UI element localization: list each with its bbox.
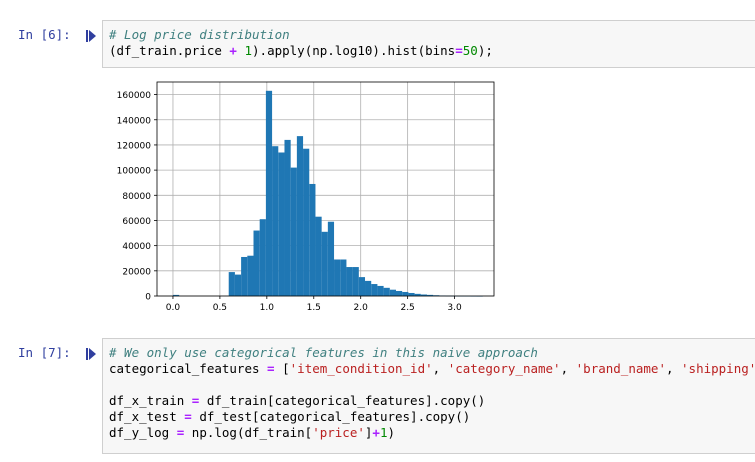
cell-7-prompt: In [7]:	[18, 345, 71, 360]
chart-bars	[172, 90, 483, 297]
code-token: ]	[364, 425, 373, 440]
histogram-bar	[371, 284, 378, 296]
y-tick-label: 0	[145, 293, 151, 303]
code-string: 'brand_name'	[575, 361, 666, 376]
histogram-bar	[315, 216, 322, 296]
histogram-bar	[389, 289, 396, 296]
histogram-bar	[340, 259, 347, 296]
histogram-bar	[309, 183, 316, 296]
code-string: 'shipping'	[681, 361, 755, 376]
y-tick-label: 140000	[117, 116, 152, 126]
code-token: df_x_test	[109, 409, 185, 424]
x-tick-label: 2.5	[400, 303, 414, 312]
histogram-bar	[172, 294, 180, 296]
run-cell-icon[interactable]	[86, 348, 96, 360]
histogram-bar	[365, 280, 372, 296]
histogram-bar	[420, 294, 427, 296]
histogram-bar	[234, 274, 242, 296]
cell-6-code[interactable]: # Log price distribution (df_train.price …	[102, 20, 755, 68]
x-tick-label: 0.0	[166, 303, 181, 312]
histogram-bar	[241, 256, 248, 296]
code-token: ,	[560, 361, 576, 376]
code-operator: =	[455, 43, 463, 58]
y-tick-label: 80000	[122, 192, 151, 202]
x-tick-label: 3.0	[447, 303, 462, 312]
histogram-bar	[290, 167, 297, 296]
histogram-bar	[358, 277, 366, 296]
code-string: 'category_name'	[447, 361, 561, 376]
histogram-bar	[259, 219, 266, 296]
histogram-bar	[414, 293, 421, 296]
code-token: )	[387, 425, 396, 440]
code-string: 'price'	[312, 425, 365, 440]
histogram-chart: 0 20000 40000 60000 80000 100000 120000 140000 1…	[117, 81, 495, 313]
x-tick-label: 1.5	[307, 303, 321, 312]
code-token: );	[477, 43, 493, 58]
code-comment: # Log price distribution	[109, 27, 290, 42]
code-operator: =	[191, 393, 200, 408]
histogram-bar	[346, 267, 353, 296]
run-cell-icon[interactable]	[86, 30, 96, 42]
chart-ticks: 0 20000 40000 60000 80000 100000 120000 140000 1…	[117, 91, 462, 313]
histogram-bar	[247, 255, 254, 296]
code-token: [	[274, 361, 290, 376]
y-tick-label: 60000	[122, 217, 151, 227]
code-operator: =	[267, 361, 275, 376]
y-tick-label: 120000	[117, 141, 152, 151]
code-token: ,	[432, 361, 448, 376]
chart-axes	[156, 81, 495, 297]
histogram-bar	[284, 139, 291, 296]
code-token: categorical_features	[109, 361, 268, 376]
cell-6-prompt: In [6]:	[18, 27, 71, 42]
code-number: 1	[379, 425, 388, 440]
x-tick-label: 1.0	[260, 303, 275, 312]
code-token: df_train[categorical_features].copy()	[199, 393, 486, 408]
code-token: ).apply(np.log10).hist(bins	[252, 43, 456, 58]
histogram-bar	[352, 267, 359, 296]
histogram-bar	[265, 90, 273, 296]
x-tick-label: 2.0	[354, 303, 369, 312]
cell-6-output: 0 20000 40000 60000 80000 100000 120000 140000 1…	[102, 74, 502, 313]
code-token: df_x_train	[109, 393, 192, 408]
histogram-bar	[296, 136, 304, 296]
y-tick-label: 20000	[122, 267, 151, 277]
code-operator: =	[176, 425, 185, 440]
code-number: 50	[462, 43, 478, 58]
histogram-bar	[408, 292, 415, 296]
code-number: 1	[244, 43, 253, 58]
histogram-bar	[377, 285, 384, 296]
code-token: df_test[categorical_features].copy()	[191, 409, 471, 424]
histogram-bar	[321, 231, 328, 296]
code-operator: =	[184, 409, 192, 424]
histogram-bar	[228, 272, 235, 296]
code-token: ,	[665, 361, 682, 376]
histogram-bar	[303, 148, 310, 296]
histogram-bar	[383, 287, 390, 296]
cell-7-code[interactable]: # We only use categorical features in th…	[102, 338, 755, 454]
histogram-bar	[395, 290, 403, 296]
histogram-bar	[402, 291, 409, 296]
histogram-bar	[327, 221, 335, 296]
code-string: 'item_condition_id'	[289, 361, 433, 376]
histogram-bar	[426, 294, 434, 296]
code-comment: # We only use categorical features in th…	[109, 345, 538, 360]
histogram-bar	[278, 152, 285, 296]
plot-frame	[156, 81, 495, 297]
code-operator: +	[229, 43, 237, 58]
x-tick-label: 0.5	[213, 303, 227, 312]
code-operator: +	[372, 425, 380, 440]
histogram-bar	[253, 230, 260, 296]
y-tick-label: 40000	[122, 242, 151, 252]
histogram-bar	[272, 146, 279, 296]
code-token: df_y_log	[109, 425, 177, 440]
histogram-bar	[334, 259, 341, 296]
y-tick-label: 160000	[117, 91, 152, 101]
code-token: np.log(df_train[	[184, 425, 313, 440]
y-tick-label: 100000	[117, 167, 152, 177]
code-token: (df_train.price	[109, 43, 230, 58]
